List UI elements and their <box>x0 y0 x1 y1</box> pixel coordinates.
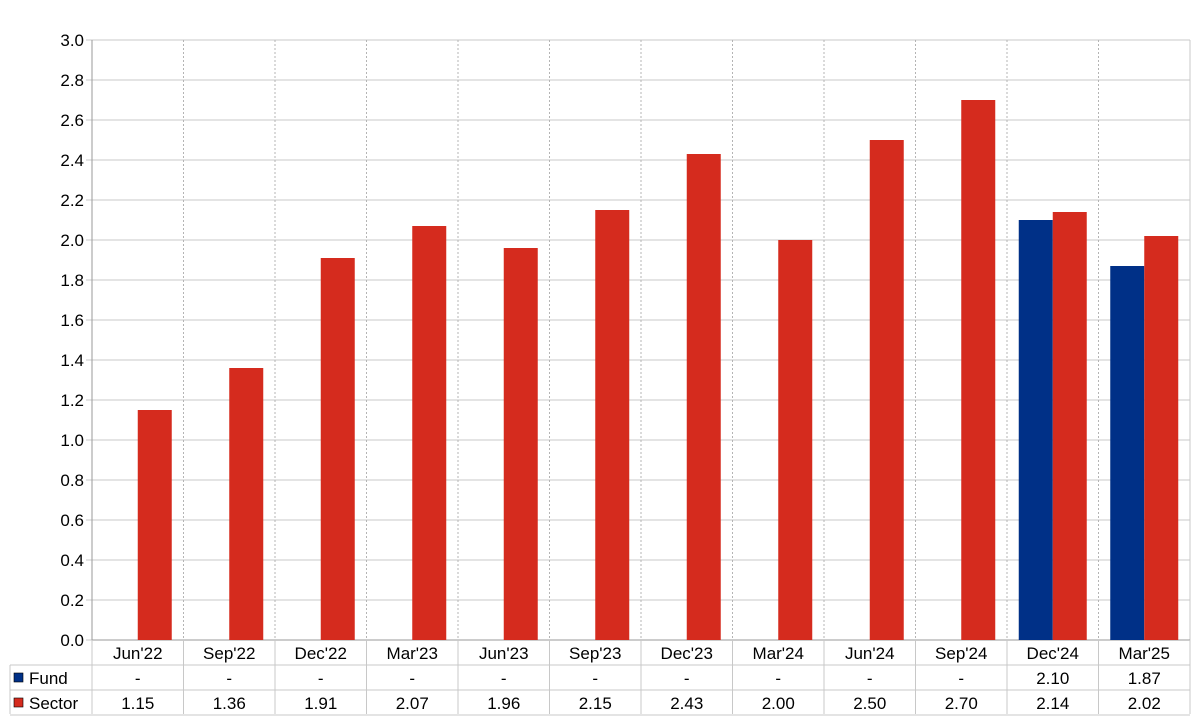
x-tick-label: Sep'22 <box>203 644 255 663</box>
table-cell: 2.14 <box>1036 694 1069 713</box>
bar-sector <box>137 410 172 640</box>
y-tick-label: 3.0 <box>60 31 84 50</box>
legend-swatch-fund <box>13 672 24 683</box>
y-tick-label: 2.8 <box>60 71 84 90</box>
table-cell: - <box>867 669 873 688</box>
table-cell: 1.15 <box>121 694 154 713</box>
y-axis-ticks: 0.0 0.2 0.4 0.6 0.8 1.0 1.2 1.4 1.6 1.8 2.0 2.2 2.4 2… <box>60 31 84 650</box>
bar-sector <box>686 154 721 640</box>
grid <box>86 39 1191 714</box>
bar-sector <box>412 226 447 640</box>
y-tick-label: 1.6 <box>60 311 84 330</box>
table-cell: - <box>684 669 690 688</box>
table-cell: - <box>318 669 324 688</box>
x-tick-label: Sep'24 <box>935 644 987 663</box>
y-tick-label: 0.2 <box>60 591 84 610</box>
legend-swatch-sector <box>13 697 24 708</box>
table-cell: - <box>592 669 598 688</box>
table-cell: 2.50 <box>853 694 886 713</box>
y-tick-label: 0.4 <box>60 551 84 570</box>
table-cell: 2.43 <box>670 694 703 713</box>
data-table: Jun'22 Sep'22 Dec'22 Mar'23 Jun'23 Sep'23 Dec'… <box>9 640 1191 716</box>
y-tick-label: 2.0 <box>60 231 84 250</box>
table-cell: 2.02 <box>1128 694 1161 713</box>
x-tick-label: Mar'24 <box>753 644 804 663</box>
table-cell: 1.87 <box>1128 669 1161 688</box>
legend-label-sector: Sector <box>29 694 78 713</box>
y-tick-label: 1.0 <box>60 431 84 450</box>
x-tick-label: Dec'24 <box>1027 644 1079 663</box>
y-tick-label: 0.8 <box>60 471 84 490</box>
table-cell: 1.36 <box>213 694 246 713</box>
y-tick-label: 1.8 <box>60 271 84 290</box>
bar-sector <box>503 248 538 640</box>
table-cell: 2.10 <box>1036 669 1069 688</box>
x-tick-label: Mar'23 <box>387 644 438 663</box>
bars <box>137 100 1179 640</box>
table-cell: - <box>501 669 507 688</box>
table-cell: - <box>775 669 781 688</box>
x-tick-label: Mar'25 <box>1119 644 1170 663</box>
legend-label-fund: Fund <box>29 669 68 688</box>
y-tick-label: 1.4 <box>60 351 84 370</box>
x-tick-label: Jun'22 <box>113 644 163 663</box>
bar-sector <box>869 140 904 640</box>
table-cell: - <box>409 669 415 688</box>
table-cell: 2.00 <box>762 694 795 713</box>
bar-sector <box>961 100 996 640</box>
x-tick-label: Sep'23 <box>569 644 621 663</box>
table-cell: 2.15 <box>579 694 612 713</box>
x-tick-label: Dec'23 <box>661 644 713 663</box>
x-tick-label: Dec'22 <box>295 644 347 663</box>
y-tick-label: 2.2 <box>60 191 84 210</box>
table-cell: 1.91 <box>304 694 337 713</box>
table-cell: 2.07 <box>396 694 429 713</box>
bar-sector <box>595 210 630 640</box>
table-cell: 2.70 <box>945 694 978 713</box>
table-cell: - <box>226 669 232 688</box>
bar-fund <box>1018 220 1053 640</box>
y-tick-label: 0.0 <box>60 631 84 650</box>
bar-fund <box>1110 266 1145 640</box>
bar-sector <box>1052 212 1087 640</box>
table-cell: 1.96 <box>487 694 520 713</box>
bar-sector <box>1144 236 1179 640</box>
bar-sector <box>320 258 355 640</box>
bar-sector <box>778 240 813 640</box>
x-tick-label: Jun'24 <box>845 644 895 663</box>
y-tick-label: 0.6 <box>60 511 84 530</box>
table-cell: - <box>958 669 964 688</box>
y-tick-label: 2.4 <box>60 151 84 170</box>
y-tick-label: 1.2 <box>60 391 84 410</box>
x-tick-label: Jun'23 <box>479 644 529 663</box>
y-tick-label: 2.6 <box>60 111 84 130</box>
table-cell: - <box>135 669 141 688</box>
bar-sector <box>229 368 264 640</box>
